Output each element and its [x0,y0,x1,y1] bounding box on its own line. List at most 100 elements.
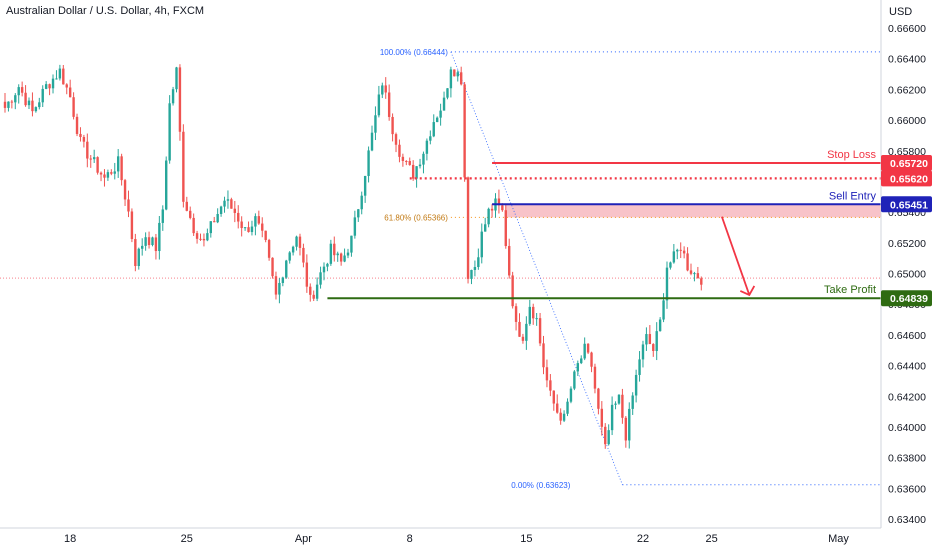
candle-body [41,88,44,103]
candle-body [209,221,212,234]
candle-body [291,246,295,253]
candle-body [137,248,140,267]
candle-body [267,239,271,258]
candle-body [51,78,55,89]
candle-body [521,336,525,341]
candle-body [391,116,394,135]
candle-body [600,408,604,427]
candle-body [271,257,274,277]
candle-body [377,94,381,116]
candle-body [562,413,566,421]
candle-body [312,294,315,299]
y-tick-label: 0.65000 [888,269,926,281]
currency-label[interactable]: USD [889,6,913,18]
candle-body [223,200,226,207]
candle-body [542,343,545,368]
candle-body [130,211,134,240]
fib-label-100: 100.00% (0.66444) [380,48,448,57]
candle-body [219,206,223,215]
candle-body [17,87,20,96]
price-tag-text: 0.64839 [890,293,928,305]
candle-body [597,388,600,409]
candle-body [439,110,442,118]
candle-body [583,343,586,359]
price-tag-text: 0.65620 [890,173,928,185]
candle-body [38,102,41,108]
y-tick-label: 0.64000 [888,422,926,434]
candle-body [199,238,202,240]
candle-body [65,84,68,88]
y-tick-label: 0.65200 [888,238,926,250]
candle-body [401,156,405,161]
price-tag-text: 0.65451 [890,199,928,211]
candle-body [103,174,106,178]
candle-body [689,270,693,274]
sell-entry-zone[interactable] [505,204,881,218]
candle-body [257,216,261,224]
candle-body [305,262,309,287]
candle-body [418,164,422,167]
candle-body [381,85,384,95]
candle-body [641,344,645,360]
candle-body [274,276,278,295]
candle-body [120,156,123,181]
candle-body [645,334,648,345]
fib-trend-line[interactable] [450,51,623,485]
candle-body [459,72,463,85]
candle-body [580,358,583,364]
x-tick-label: 8 [407,533,413,545]
y-tick-label: 0.64600 [888,330,926,342]
candle-body [202,238,206,241]
candle-body [384,85,387,93]
candle-body [370,132,374,151]
candle-body [669,262,672,268]
candle-body [285,260,288,278]
candle-body [573,371,576,389]
price-tag-text: 0.65720 [890,158,928,170]
candle-body [662,300,665,320]
candle-body [185,201,188,211]
candle-body [429,136,432,141]
candle-body [552,390,555,404]
candle-body [363,175,367,196]
level-label: Stop Loss [827,149,876,161]
candle-body [99,172,103,175]
candle-body [586,343,590,353]
candle-body [226,199,230,201]
candle-body [110,172,113,174]
candle-body [525,323,528,341]
candle-body [679,249,682,251]
candle-body [463,84,466,178]
candle-body [350,235,353,253]
candle-body [123,180,127,200]
level-label: Take Profit [824,284,876,296]
candle-body [501,205,504,211]
candle-body [497,198,501,206]
target-arrow[interactable] [721,216,751,296]
candle-body [415,166,418,179]
candle-body [339,253,343,262]
candle-body [62,68,65,85]
candle-body [508,246,511,276]
candle-body [648,334,652,345]
fib-label-0: 0.00% (0.63623) [511,481,570,490]
candle-body [566,401,569,414]
x-tick-label: 18 [64,533,76,545]
candle-body [147,237,151,246]
candle-body [604,426,607,445]
candle-body [682,250,686,254]
candle-body [449,69,453,89]
candle-body [278,282,281,295]
candle-body [686,253,689,271]
candle-body [658,319,662,332]
candle-body [453,69,456,77]
candle-body [432,122,435,137]
candle-body [254,216,257,227]
candle-body [665,267,669,301]
candle-body [504,210,507,247]
y-tick-label: 0.65800 [888,146,926,158]
candle-body [34,107,38,112]
price-tag [881,290,932,307]
